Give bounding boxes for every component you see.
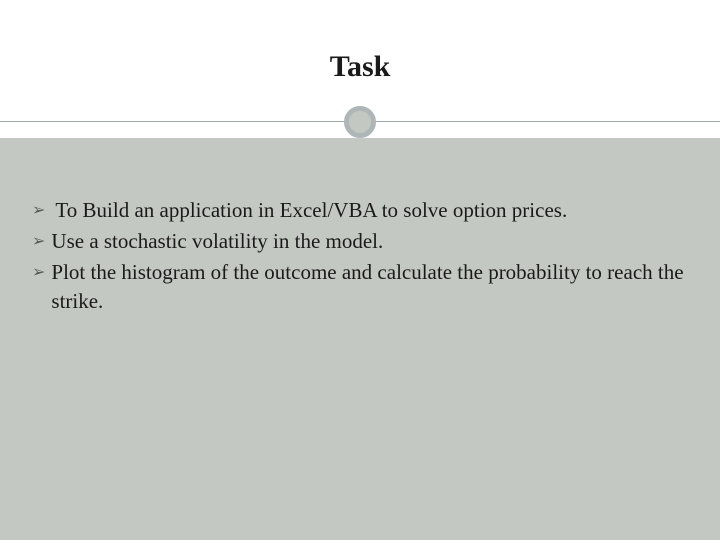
chevron-bullet-icon: ➢	[32, 258, 45, 287]
slide-header: Task	[0, 0, 720, 138]
list-item: ➢ To Build an application in Excel/VBA t…	[32, 196, 688, 225]
chevron-bullet-icon: ➢	[32, 227, 45, 256]
slide-title: Task	[0, 0, 720, 84]
list-item: ➢ Use a stochastic volatility in the mod…	[32, 227, 688, 256]
bullet-text: Plot the histogram of the outcome and ca…	[51, 258, 688, 316]
slide-content: ➢ To Build an application in Excel/VBA t…	[0, 138, 720, 316]
bullet-text: To Build an application in Excel/VBA to …	[55, 196, 567, 225]
circle-accent-icon	[344, 106, 376, 138]
chevron-bullet-icon: ➢	[32, 196, 45, 225]
list-item: ➢ Plot the histogram of the outcome and …	[32, 258, 688, 316]
bullet-text: Use a stochastic volatility in the model…	[51, 227, 383, 256]
